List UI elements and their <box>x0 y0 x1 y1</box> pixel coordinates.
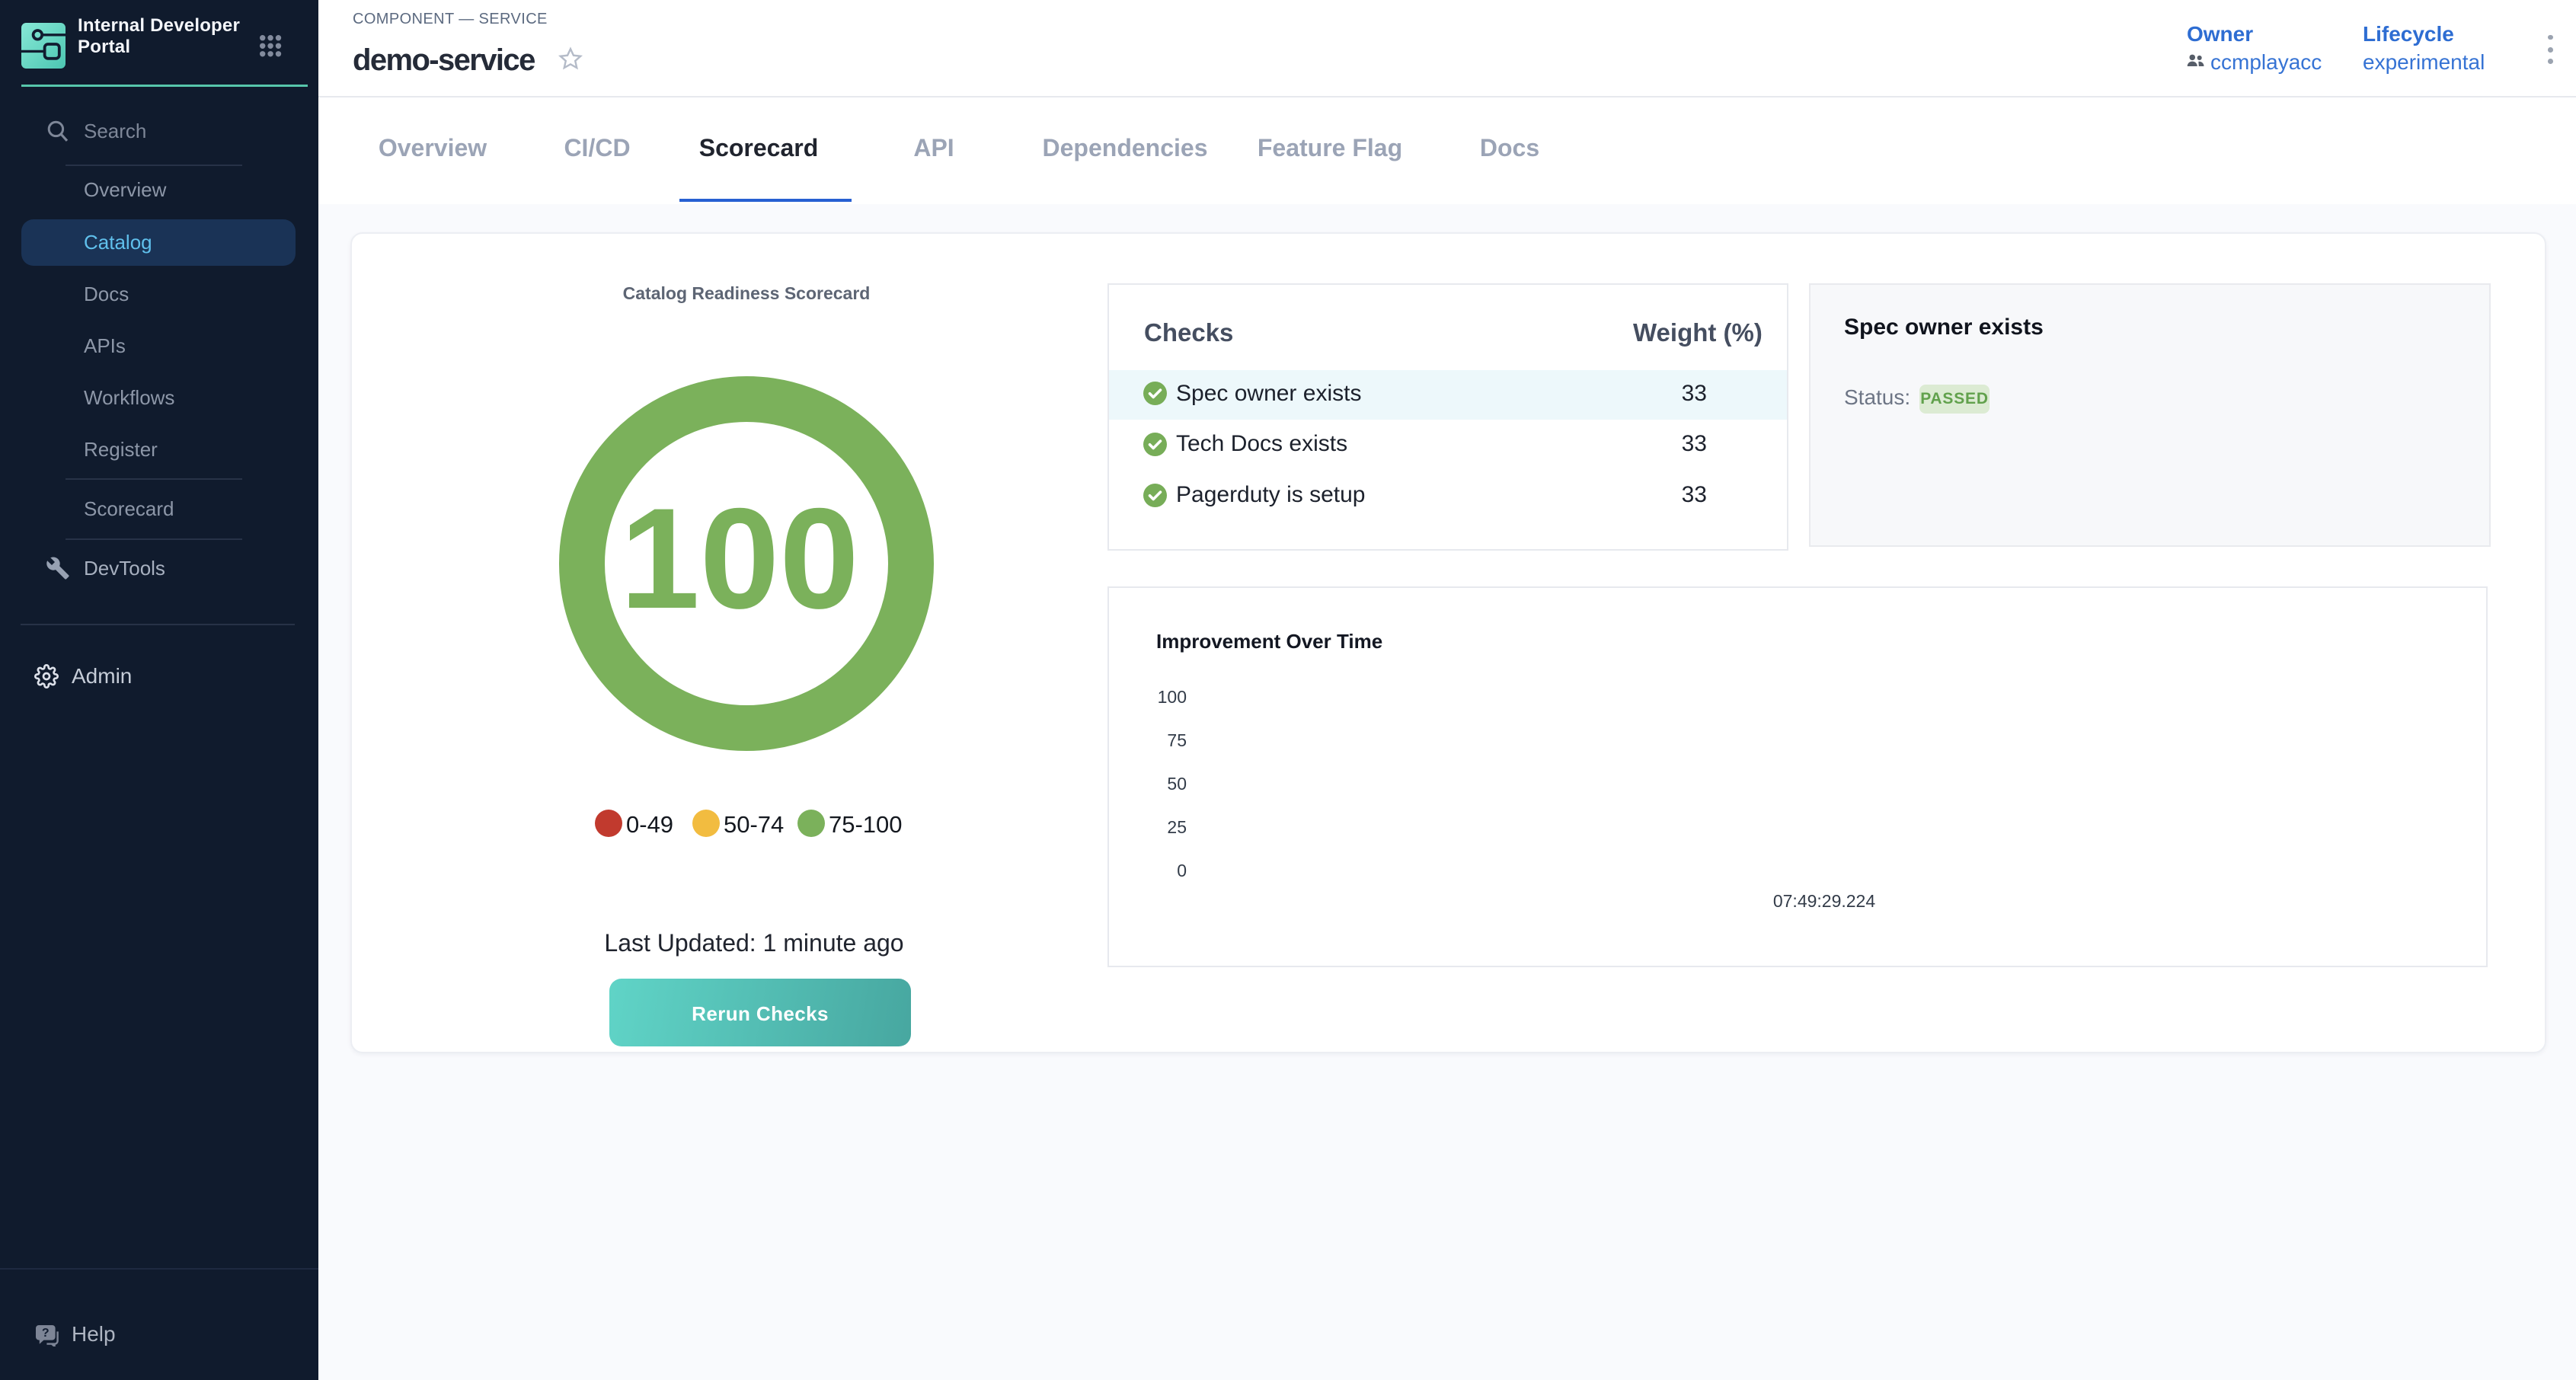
svg-text:?: ? <box>42 1327 50 1340</box>
